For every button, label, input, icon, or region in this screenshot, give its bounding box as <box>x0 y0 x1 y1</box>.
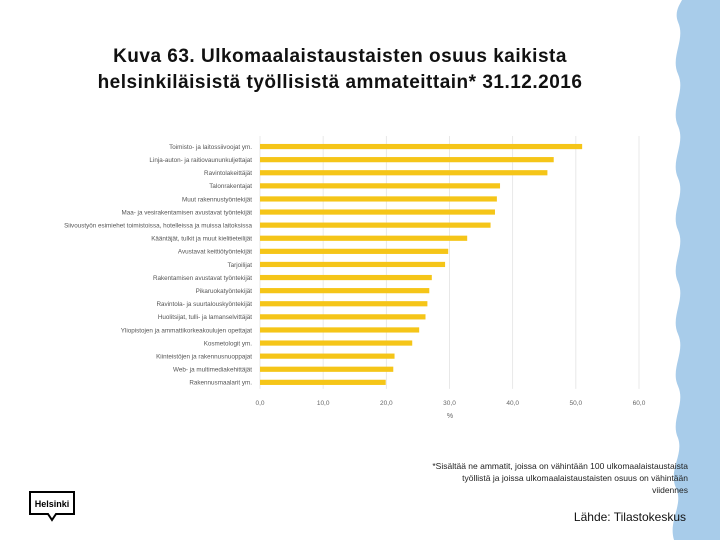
bar <box>260 314 426 320</box>
category-label: Pikaruokatyöntekijät <box>196 288 253 295</box>
horizontal-bar-chart: Toimisto- ja laitossiivoojat ym. Linja-au… <box>64 136 646 420</box>
bar <box>260 222 491 228</box>
category-label: Toimisto- ja laitossiivoojat ym. <box>169 144 252 151</box>
x-tick-label: 10,0 <box>317 400 330 407</box>
x-tick-label: 30,0 <box>443 400 456 407</box>
logo-text: Helsinki <box>35 499 70 509</box>
category-label: Tarjoilijat <box>228 262 253 269</box>
helsinki-logo: Helsinki <box>29 491 75 522</box>
bar <box>260 196 497 202</box>
bar <box>260 209 495 215</box>
category-label: Kääntäjät, tulkit ja muut kielitieteilij… <box>151 236 252 243</box>
bar <box>260 157 554 163</box>
category-label: Siivoustyön esimiehet toimistoissa, hote… <box>64 222 252 229</box>
chart-category-labels: Toimisto- ja laitossiivoojat ym. Linja-au… <box>64 144 252 387</box>
bar <box>260 288 430 294</box>
category-label: Avustavat keittiötyöntekijät <box>178 249 252 256</box>
bar <box>260 366 394 372</box>
category-label: Ravintolakeittäjät <box>204 170 252 177</box>
bar <box>260 340 413 346</box>
bar <box>260 261 446 268</box>
category-label: Huolitsijat, tulli- ja lamanselvittäjät <box>158 314 252 321</box>
x-tick-label: 20,0 <box>380 400 393 407</box>
category-label: Kiinteistöjen ja rakennusnuoppajat <box>156 353 252 360</box>
bar <box>260 379 386 385</box>
category-label: Kosmetologit ym. <box>204 340 253 347</box>
category-label: Linja-auton- ja raitiovaununkuljettajat <box>149 157 252 164</box>
title-line-2: helsinkiläisistä työllisistä ammateittai… <box>97 72 583 93</box>
category-label: Yliopistojen ja ammattikorkeakoulujen op… <box>121 327 253 334</box>
source-text: Lähde: Tilastokeskus <box>573 510 686 524</box>
bar <box>260 301 428 307</box>
bar <box>260 183 501 189</box>
bar <box>260 248 449 254</box>
category-label: Talonrakentajat <box>209 183 252 190</box>
category-label: Muut rakennustyöntekijät <box>182 196 252 203</box>
page-title: Kuva 63. Ulkomaalaistaustaisten osuus ka… <box>40 44 640 96</box>
bar <box>260 274 432 281</box>
category-label: Ravintola- ja suurtalouskyöntekijät <box>156 301 252 308</box>
category-label: Rakentamisen avustavat työntekijät <box>153 275 252 282</box>
title-line-1: Kuva 63. Ulkomaalaistaustaisten osuus ka… <box>113 46 567 67</box>
bar <box>260 170 548 176</box>
x-tick-label: 0,0 <box>255 400 264 407</box>
bar <box>260 143 583 150</box>
bar <box>260 327 420 333</box>
x-tick-label: 50,0 <box>570 400 583 407</box>
x-axis-label: % <box>447 413 453 420</box>
bar <box>260 353 395 359</box>
decorative-blue-wave <box>672 0 720 540</box>
category-label: Rakennusmaalarit ym. <box>189 380 252 387</box>
bar <box>260 235 468 241</box>
category-label: Web- ja multimediakehittäjät <box>173 367 252 374</box>
x-tick-label: 60,0 <box>633 400 646 407</box>
footnote: *Sisältää ne ammatit, joissa on vähintää… <box>432 461 688 495</box>
x-tick-label: 40,0 <box>506 400 519 407</box>
chart-x-ticks: 0,0 10,0 20,0 30,0 40,0 50,0 60,0 <box>255 400 645 407</box>
chart-bars <box>260 143 583 385</box>
category-label: Maa- ja vesirakentamisen avustavat työnt… <box>121 209 252 216</box>
